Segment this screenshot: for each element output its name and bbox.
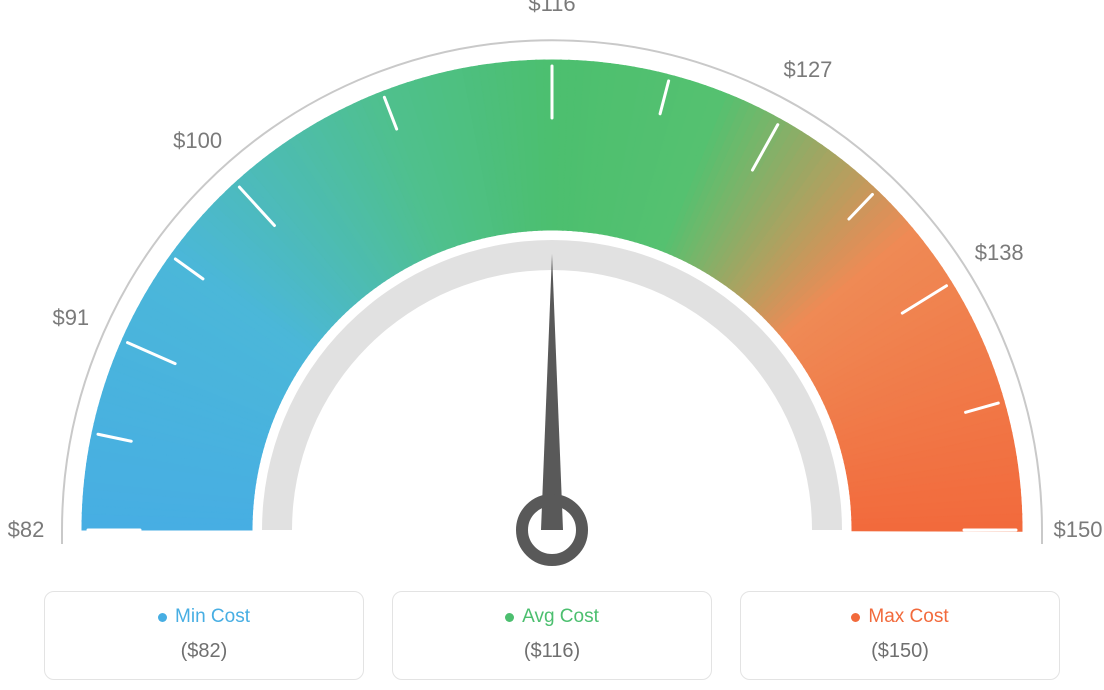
- legend-card-min: Min Cost ($82): [44, 591, 364, 680]
- legend-card-max: Max Cost ($150): [740, 591, 1060, 680]
- gauge-tick-label: $100: [173, 128, 222, 154]
- gauge-tick-label: $91: [52, 305, 89, 331]
- legend-label: Avg Cost: [522, 606, 599, 628]
- legend-title-avg: Avg Cost: [505, 606, 599, 628]
- legend-row: Min Cost ($82) Avg Cost ($116) Max Cost …: [0, 591, 1104, 680]
- legend-label: Min Cost: [175, 606, 250, 628]
- dot-icon: [851, 613, 860, 622]
- gauge-tick-label: $82: [8, 517, 45, 543]
- gauge-tick-label: $116: [528, 0, 575, 17]
- gauge-tick-label: $127: [783, 57, 832, 83]
- gauge-tick-label: $138: [975, 240, 1024, 266]
- gauge-tick-label: $150: [1054, 517, 1103, 543]
- dot-icon: [505, 613, 514, 622]
- legend-label: Max Cost: [868, 606, 948, 628]
- dot-icon: [158, 613, 167, 622]
- legend-title-max: Max Cost: [851, 606, 948, 628]
- gauge-svg: [0, 0, 1104, 570]
- legend-value: ($150): [751, 640, 1049, 663]
- legend-card-avg: Avg Cost ($116): [392, 591, 712, 680]
- legend-title-min: Min Cost: [158, 606, 250, 628]
- gauge-chart: $82 $91 $100 $116 $127 $138 $150: [0, 0, 1104, 570]
- legend-value: ($116): [403, 640, 701, 663]
- legend-value: ($82): [55, 640, 353, 663]
